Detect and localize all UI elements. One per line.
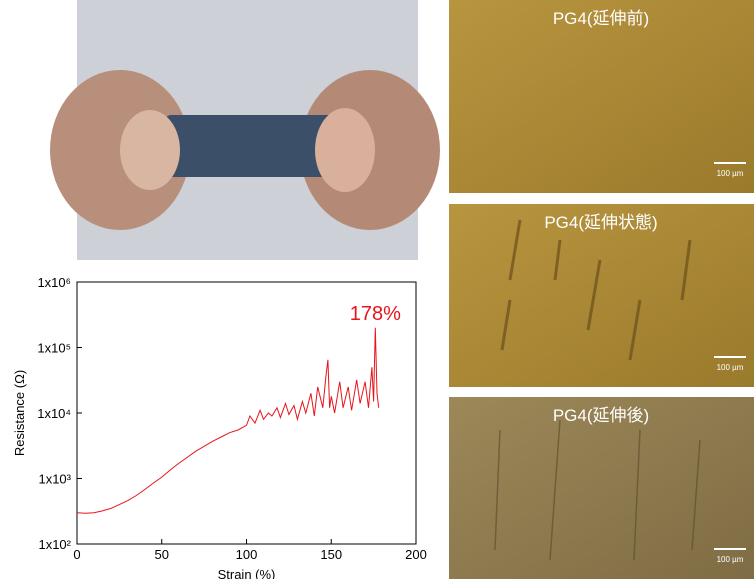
y-tick-label: 1x10² [38, 537, 71, 552]
y-tick-label: 1x10⁴ [37, 406, 71, 421]
x-tick-label: 100 [236, 547, 258, 562]
x-tick-label: 50 [155, 547, 169, 562]
data-line [77, 328, 379, 513]
chart: 1x10² 1x10³ 1x10⁴ 1x10⁵ 1x10⁶ 0 50 100 150 200 Str… [12, 275, 427, 579]
figure-svg: 1x10² 1x10³ 1x10⁴ 1x10⁵ 1x10⁶ 0 50 100 150 200 Str… [0, 0, 754, 579]
y-tick-label: 1x10³ [38, 472, 71, 487]
scale-label: 100 µm [717, 555, 744, 564]
micrograph-panels [449, 0, 754, 579]
x-tick-label: 150 [320, 547, 342, 562]
x-tick-label: 200 [405, 547, 427, 562]
scale-label: 100 µm [717, 363, 744, 372]
scale-label: 100 µm [717, 169, 744, 178]
annotation: 178% [350, 303, 401, 325]
y-axis-title: Resistance (Ω) [12, 370, 27, 456]
photo [50, 0, 440, 260]
y-tick-label: 1x10⁶ [37, 275, 71, 290]
micrograph-title: PG4(延伸状態) [544, 213, 657, 232]
micrograph-title: PG4(延伸前) [553, 9, 649, 28]
micrograph-title: PG4(延伸後) [553, 406, 649, 425]
x-tick-label: 0 [73, 547, 80, 562]
figure: 1x10² 1x10³ 1x10⁴ 1x10⁵ 1x10⁶ 0 50 100 150 200 Str… [0, 0, 754, 579]
x-axis-title: Strain (%) [218, 567, 276, 579]
y-tick-label: 1x10⁵ [37, 341, 71, 356]
